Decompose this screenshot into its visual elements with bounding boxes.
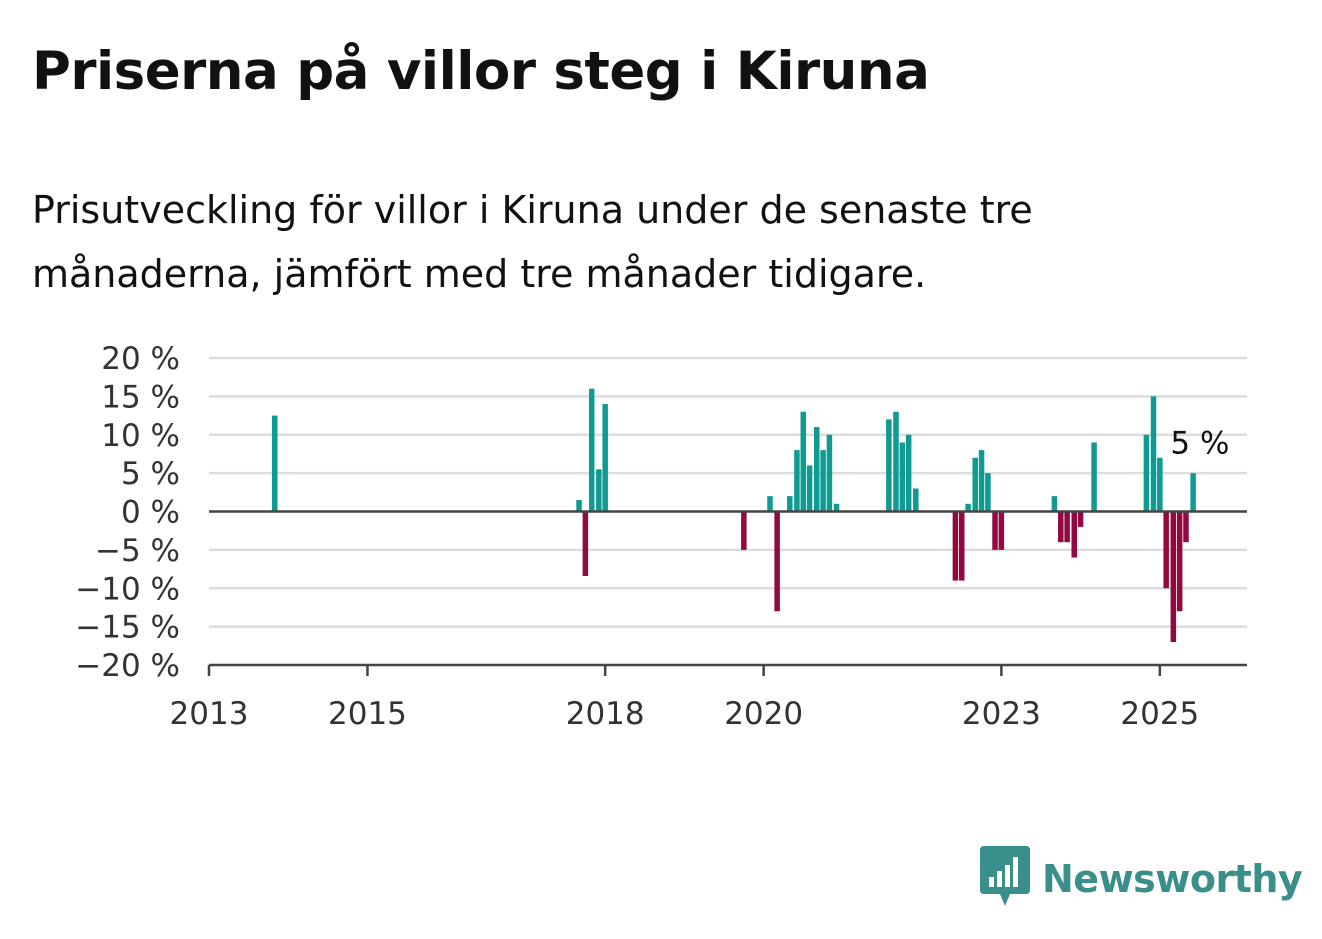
bar-negative xyxy=(992,511,998,550)
y-tick-label: −5 % xyxy=(95,533,180,569)
y-tick-label: −20 % xyxy=(75,648,180,684)
bar-positive xyxy=(965,503,971,512)
bar-negative xyxy=(959,511,965,581)
bar-negative xyxy=(1163,511,1169,589)
bar-positive xyxy=(1150,396,1157,512)
bar-positive xyxy=(972,457,978,512)
bar-positive xyxy=(1190,473,1196,512)
bar-positive xyxy=(913,488,919,512)
y-tick-label: 15 % xyxy=(101,379,180,415)
bar-positive xyxy=(767,496,773,512)
x-tick-label: 2020 xyxy=(724,696,803,732)
bar-positive xyxy=(800,411,807,512)
x-tick-label: 2013 xyxy=(170,696,249,732)
bar-negative xyxy=(952,511,959,581)
bar-positive xyxy=(814,427,820,512)
chart-title: Priserna på villor steg i Kiruna xyxy=(32,41,930,102)
bar-positive xyxy=(1143,434,1150,512)
bar-positive xyxy=(905,434,912,512)
x-tick-label: 2023 xyxy=(962,696,1041,732)
x-tick-label: 2025 xyxy=(1120,696,1199,732)
bar-positive xyxy=(787,496,793,512)
bar-negative xyxy=(1170,511,1177,642)
bar-positive xyxy=(820,450,826,512)
bar-negative xyxy=(1077,511,1084,527)
bar-negative xyxy=(1176,511,1183,612)
bar-positive xyxy=(899,442,906,512)
bar-negative xyxy=(741,511,747,550)
y-tick-label: 20 % xyxy=(101,341,180,377)
y-tick-label: 10 % xyxy=(101,418,180,454)
x-tick-label: 2018 xyxy=(566,696,645,732)
latest-value-label: 5 % xyxy=(1170,425,1229,461)
bar-positive xyxy=(576,499,582,512)
y-tick-label: −15 % xyxy=(75,610,180,646)
bar-positive xyxy=(806,465,813,512)
bar-positive xyxy=(1051,496,1058,512)
bar-negative xyxy=(582,511,589,576)
bar-positive xyxy=(886,419,892,512)
bar-positive xyxy=(893,411,899,512)
brand: Newsworthy xyxy=(980,846,1303,912)
bar-positive xyxy=(1091,442,1097,512)
bar-positive xyxy=(826,434,833,512)
bar-positive xyxy=(794,450,800,512)
y-tick-label: −10 % xyxy=(75,571,180,607)
bar-positive xyxy=(272,415,278,512)
newsworthy-logo-icon xyxy=(980,846,1030,912)
y-tick-label: 5 % xyxy=(121,456,180,492)
bar-positive xyxy=(985,473,991,512)
x-tick-label: 2015 xyxy=(328,696,407,732)
y-tick-label: 0 % xyxy=(121,495,180,531)
bar-positive xyxy=(1157,457,1163,512)
brand-name: Newsworthy xyxy=(1042,857,1303,901)
bar-positive xyxy=(588,388,595,512)
bar-positive xyxy=(596,469,602,512)
bar-positive xyxy=(602,404,608,512)
bar-positive xyxy=(833,503,840,512)
chart-subtitle: Prisutveckling för villor i Kiruna under… xyxy=(32,188,1033,296)
bar-negative xyxy=(1064,511,1070,543)
bar-negative xyxy=(1058,511,1064,543)
bar-negative xyxy=(998,511,1005,550)
bar-negative xyxy=(1183,511,1189,543)
bar-negative xyxy=(1071,511,1078,558)
bar-negative xyxy=(774,511,780,612)
bar-positive xyxy=(978,450,985,512)
